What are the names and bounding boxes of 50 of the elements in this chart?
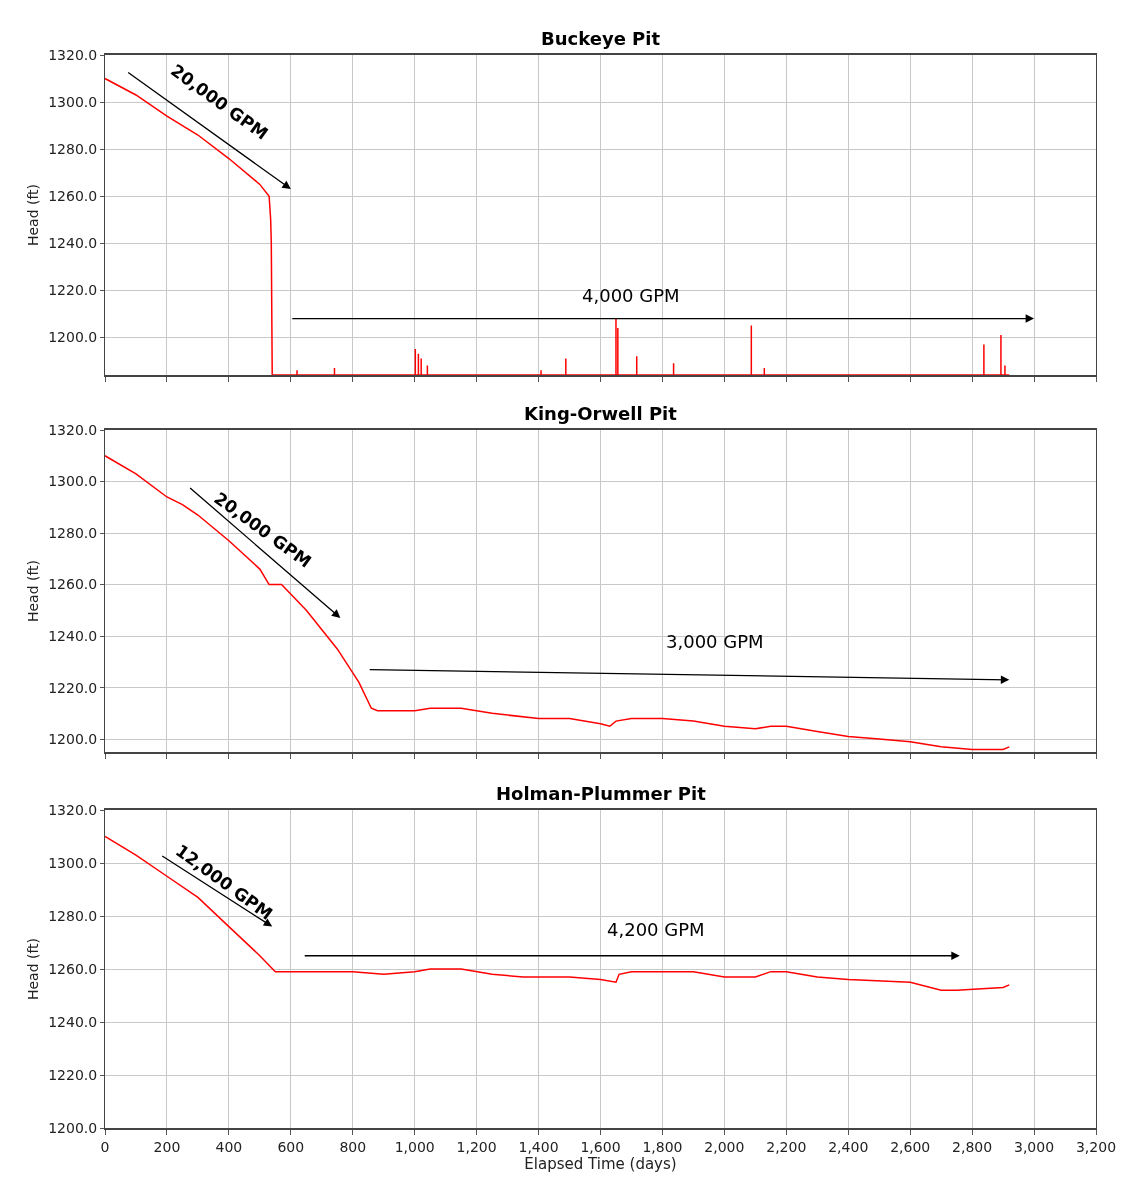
chart-title: King-Orwell Pit [524, 403, 678, 424]
x-tick-label: 1,400 [518, 1138, 559, 1155]
y-tick-label: 1300.0 [48, 93, 98, 110]
y-tick-label: 1300.0 [48, 854, 98, 871]
y-tick-label: 1240.0 [48, 235, 98, 252]
y-tick-label: 1280.0 [48, 141, 98, 158]
y-tick-label: 1280.0 [48, 524, 98, 541]
y-tick-label: 1200.0 [48, 731, 98, 748]
x-tick-label: 400 [215, 1138, 243, 1155]
x-tick-label: 3,200 [1075, 1138, 1117, 1155]
line-series [105, 835, 1011, 991]
y-tick-label: 1300.0 [48, 473, 98, 490]
x-tick-label: 1,000 [394, 1138, 435, 1155]
y-tick-label: 1280.0 [48, 907, 98, 924]
line-series [105, 455, 1011, 751]
y-tick-label: 1200.0 [48, 1119, 98, 1136]
y-tick-label: 1220.0 [48, 679, 98, 696]
y-tick-label: 1320.0 [48, 421, 98, 438]
x-tick-label: 200 [153, 1138, 181, 1155]
annotation: 3,000 GPM [666, 631, 764, 652]
x-axis-title: Elapsed Time (days) [524, 1154, 677, 1173]
annotation: 4,200 GPM [607, 919, 705, 940]
y-axis-title: Head (ft) [24, 937, 41, 1001]
x-tick-label: 0 [100, 1138, 110, 1155]
x-tick-label: 3,000 [1014, 1138, 1055, 1155]
x-tick-label: 1,800 [642, 1138, 683, 1155]
y-axis-title: Head (ft) [24, 559, 41, 623]
chart-title: Buckeye Pit [541, 28, 661, 49]
x-tick-label: 1,200 [456, 1138, 497, 1155]
y-tick-label: 1220.0 [48, 1066, 98, 1083]
y-tick-label: 1320.0 [48, 46, 98, 63]
x-tick-label: 2,400 [828, 1138, 869, 1155]
y-tick-label: 1220.0 [48, 282, 98, 299]
x-tick-label: 2,200 [766, 1138, 807, 1155]
y-tick-label: 1260.0 [48, 960, 98, 977]
y-tick-label: 1240.0 [48, 627, 98, 644]
y-tick-label: 1200.0 [48, 329, 98, 346]
x-tick-label: 2,600 [890, 1138, 931, 1155]
x-tick-label: 2,800 [952, 1138, 993, 1155]
annotation: 4,000 GPM [582, 285, 680, 306]
x-tick-label: 1,600 [580, 1138, 621, 1155]
y-tick-label: 1320.0 [48, 801, 98, 818]
chart-title: Holman-Plummer Pit [496, 783, 707, 804]
y-tick-label: 1260.0 [48, 576, 98, 593]
x-tick-label: 600 [277, 1138, 305, 1155]
y-axis-title: Head (ft) [24, 183, 41, 247]
y-tick-label: 1240.0 [48, 1013, 98, 1030]
y-tick-label: 1260.0 [48, 188, 98, 205]
x-tick-label: 800 [339, 1138, 367, 1155]
x-tick-label: 2,000 [704, 1138, 745, 1155]
